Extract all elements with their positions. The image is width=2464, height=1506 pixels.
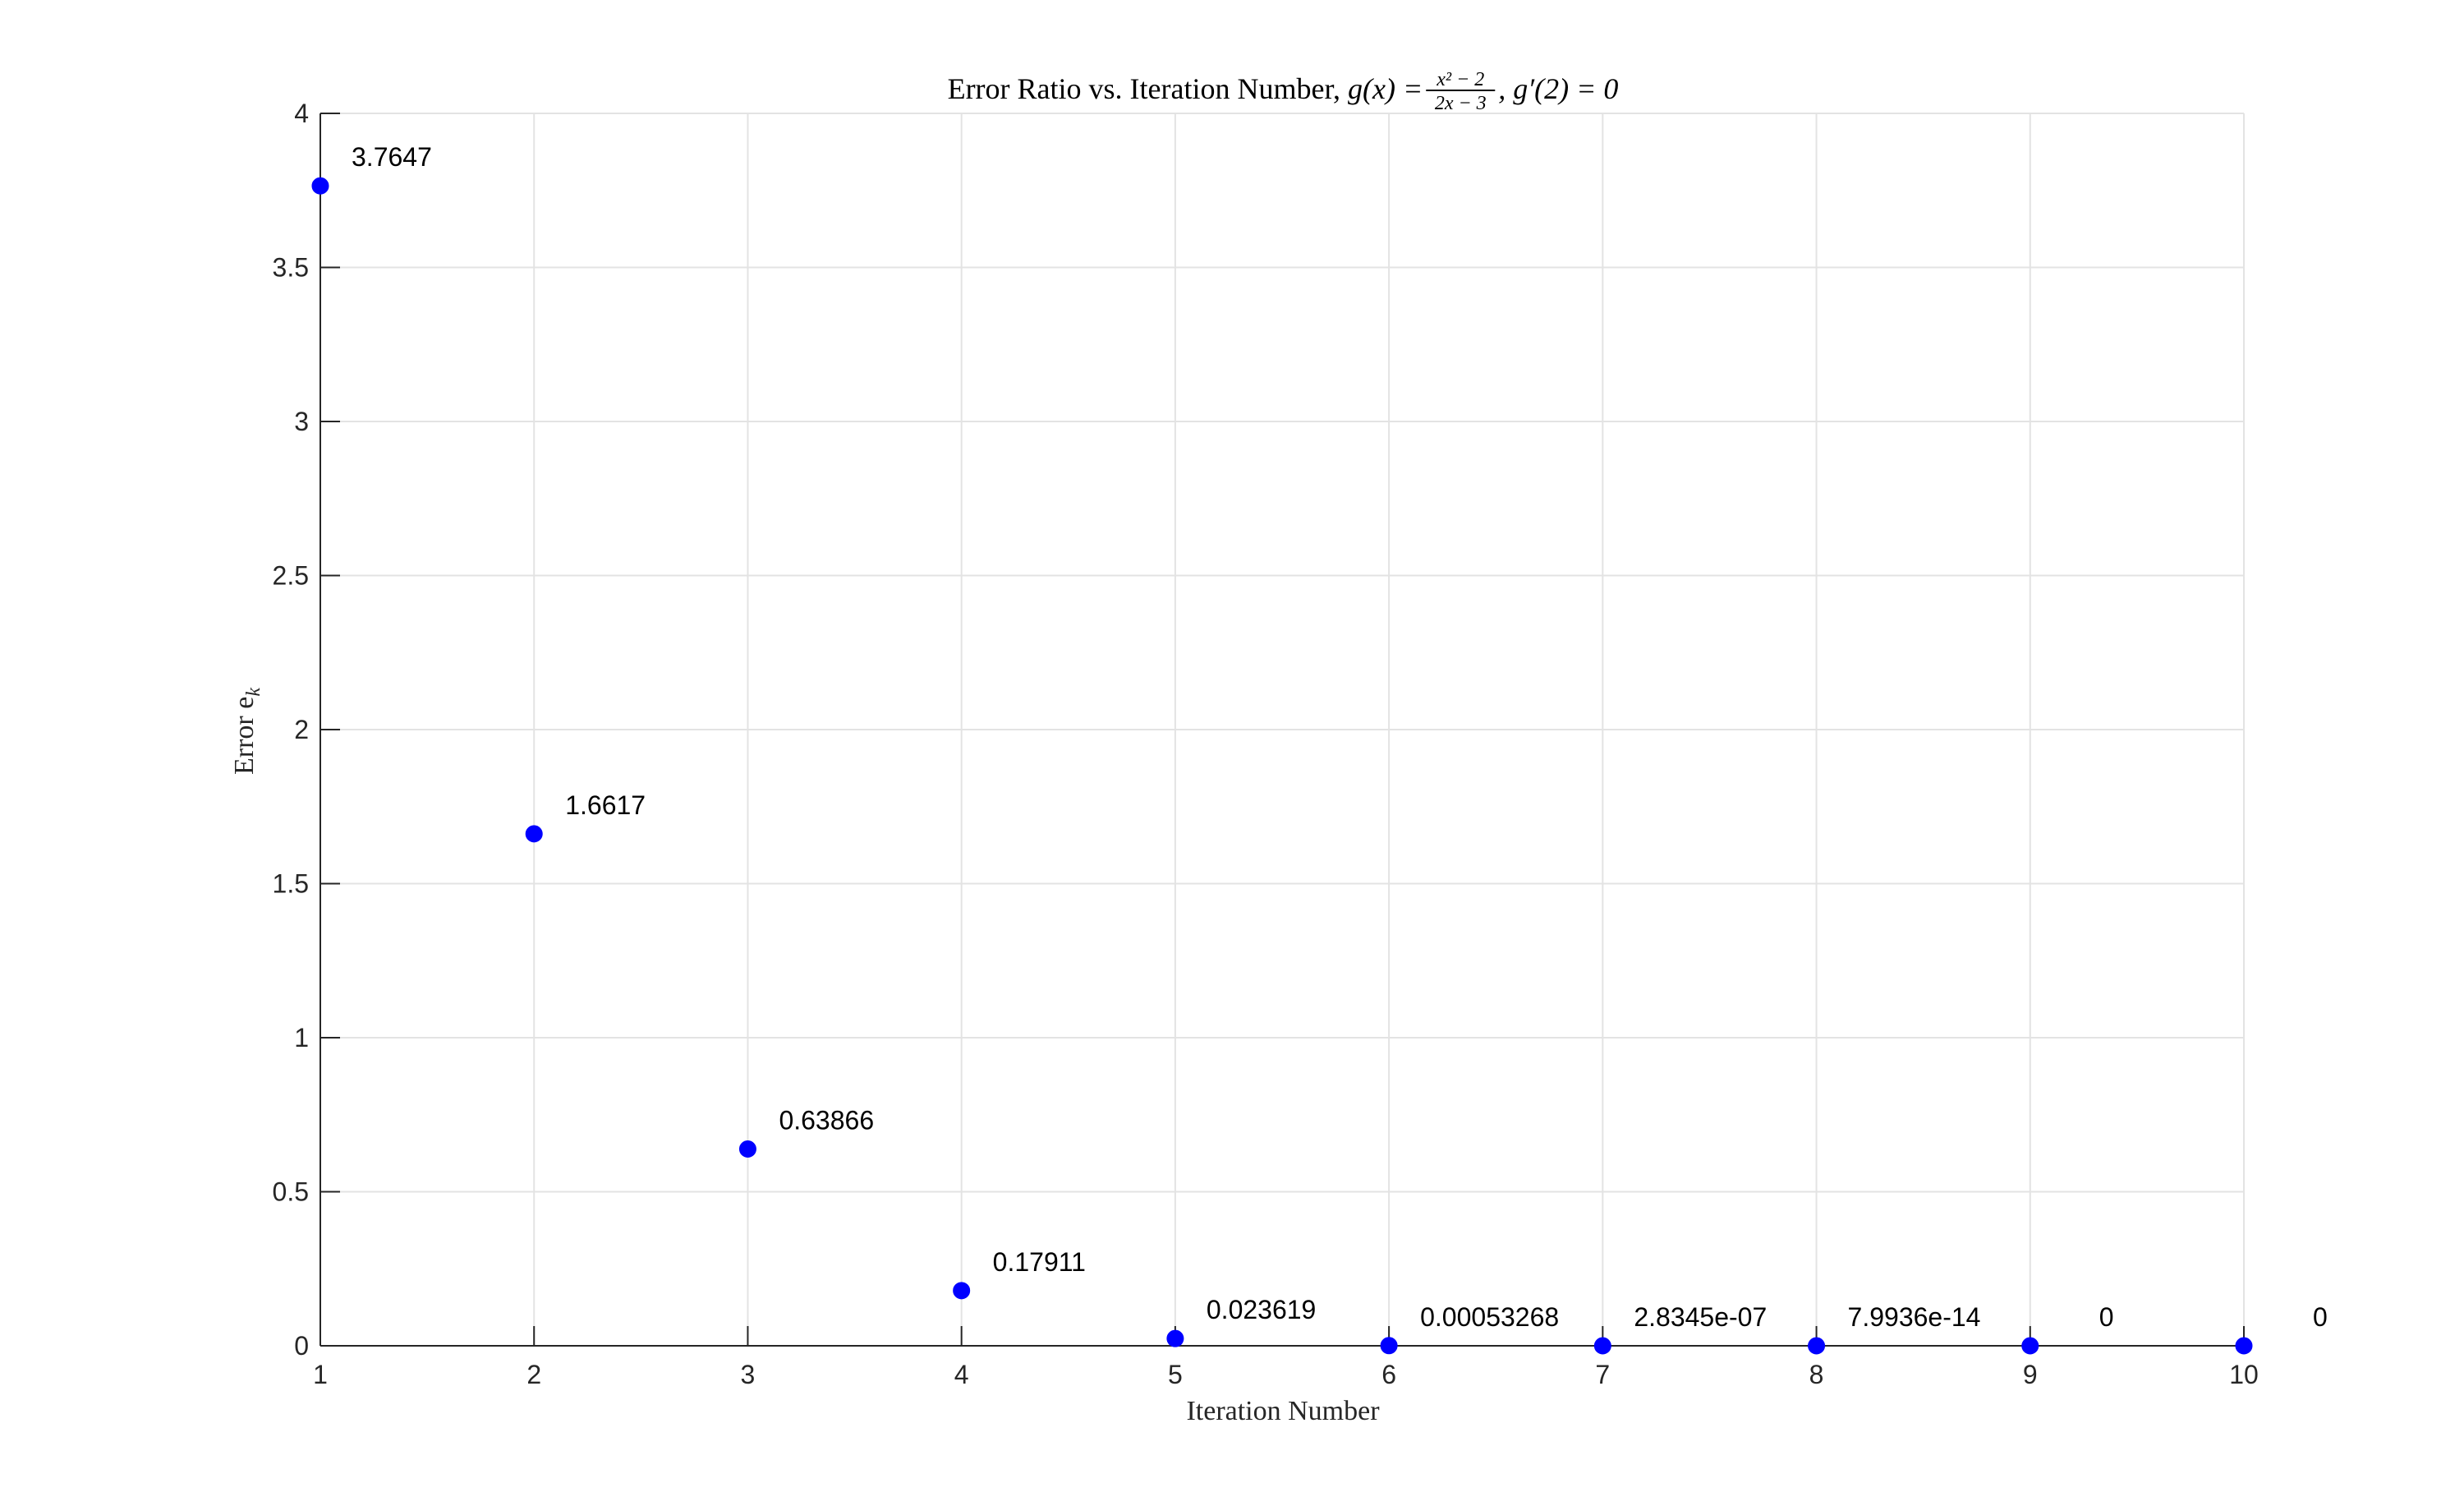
data-point-6 (1380, 1337, 1398, 1355)
x-tick-label-1: 2 (526, 1360, 541, 1389)
title-suffix: , g′(2) = 0 (1498, 72, 1618, 105)
x-tick-label-4: 5 (1168, 1360, 1183, 1389)
data-point-5 (1166, 1329, 1184, 1347)
data-point-3 (738, 1140, 756, 1158)
data-label-1: 3.7647 (352, 142, 432, 172)
data-label-5: 0.023619 (1207, 1295, 1316, 1324)
data-point-1 (311, 177, 329, 195)
data-labels: 3.7647 1.6617 0.63866 0.17911 0.023619 0.0005… (352, 142, 2328, 1332)
y-tick-label-8: 4 (294, 99, 309, 128)
y-tick-label-2: 1 (294, 1023, 309, 1052)
chart-title: Error Ratio vs. Iteration Number, g(x) = (948, 72, 1423, 105)
y-tick-label-1: 0.5 (273, 1177, 309, 1207)
x-tick-label-8: 9 (2023, 1360, 2038, 1389)
x-tick-label-2: 3 (741, 1360, 756, 1389)
data-label-4: 0.17911 (993, 1247, 1086, 1277)
y-axis-title: Error ek (229, 688, 264, 775)
data-label-9: 0 (2099, 1302, 2114, 1332)
x-tick-label-9: 10 (2229, 1360, 2259, 1389)
data-point-7 (1593, 1337, 1611, 1355)
data-point-10 (2235, 1337, 2253, 1355)
y-tick-label-4: 2 (294, 715, 309, 744)
y-tick-label-3: 1.5 (273, 869, 309, 899)
data-point-8 (1808, 1337, 1826, 1355)
y-tick-label-0: 0 (294, 1331, 309, 1361)
data-label-8: 7.9936e-14 (1848, 1302, 1981, 1332)
title-fraction-denominator: 2x − 3 (1435, 93, 1487, 114)
title-fraction-numerator: x² − 2 (1436, 69, 1484, 90)
data-label-7: 2.8345e-07 (1634, 1302, 1767, 1332)
data-point-2 (525, 825, 543, 843)
x-tick-label-0: 1 (313, 1360, 328, 1389)
y-tick-label-6: 3 (294, 407, 309, 436)
x-tick-label-6: 7 (1595, 1360, 1610, 1389)
data-label-2: 1.6617 (565, 790, 646, 820)
x-tick-label-7: 8 (1809, 1360, 1824, 1389)
data-point-9 (2021, 1337, 2039, 1355)
data-label-3: 0.63866 (779, 1106, 874, 1135)
x-tick-label-5: 6 (1381, 1360, 1396, 1389)
title-fraction: x² − 2 2x − 3 (1426, 69, 1496, 114)
y-tick-label-7: 3.5 (273, 253, 309, 283)
data-label-10: 0 (2313, 1302, 2328, 1332)
ticks: 1 2 3 4 5 6 7 8 9 10 0 0.5 1 1.5 2 2.5 3 3.5 4 (273, 99, 2259, 1389)
x-tick-label-3: 4 (954, 1360, 969, 1389)
data-point-4 (953, 1282, 971, 1300)
x-axis-title: Iteration Number (1186, 1396, 1380, 1426)
data-label-6: 0.00053268 (1420, 1302, 1559, 1332)
data-points (311, 177, 2253, 1355)
y-tick-label-5: 2.5 (273, 561, 309, 591)
